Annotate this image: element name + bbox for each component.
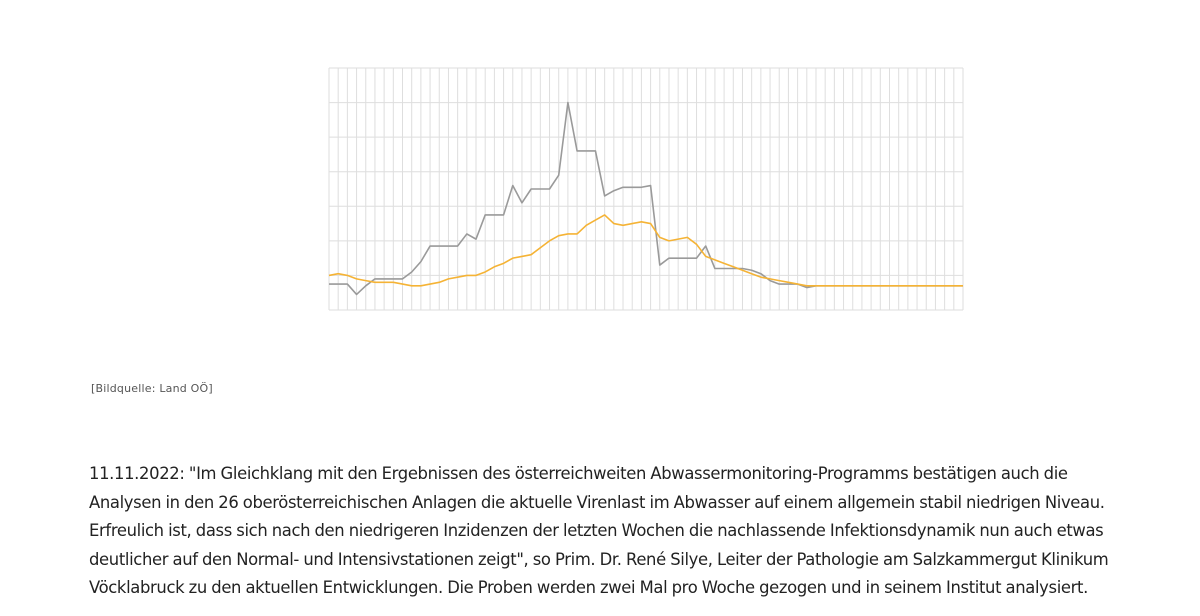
chart-svg — [328, 67, 964, 311]
series-line-1 — [329, 101, 963, 296]
image-source-caption: [Bildquelle: Land OÖ] — [91, 382, 213, 395]
article-line: deutlicher auf den Normal- und Intensivs… — [89, 549, 1109, 569]
article-line: Vöcklabruck zu den aktuellen Entwicklung… — [89, 578, 1088, 597]
article-line: Analysen in den 26 oberösterreichischen … — [89, 492, 1105, 512]
grid — [328, 67, 964, 311]
article-paragraph: 11.11.2022: "Im Gleichklang mit den Erge… — [89, 460, 1194, 603]
article-line: 11.11.2022: "Im Gleichklang mit den Erge… — [89, 464, 1068, 483]
wastewater-chart — [327, 66, 965, 312]
article-line: Erfreulich ist, dass sich nach den niedr… — [89, 521, 1104, 540]
series-line-2 — [328, 214, 963, 287]
